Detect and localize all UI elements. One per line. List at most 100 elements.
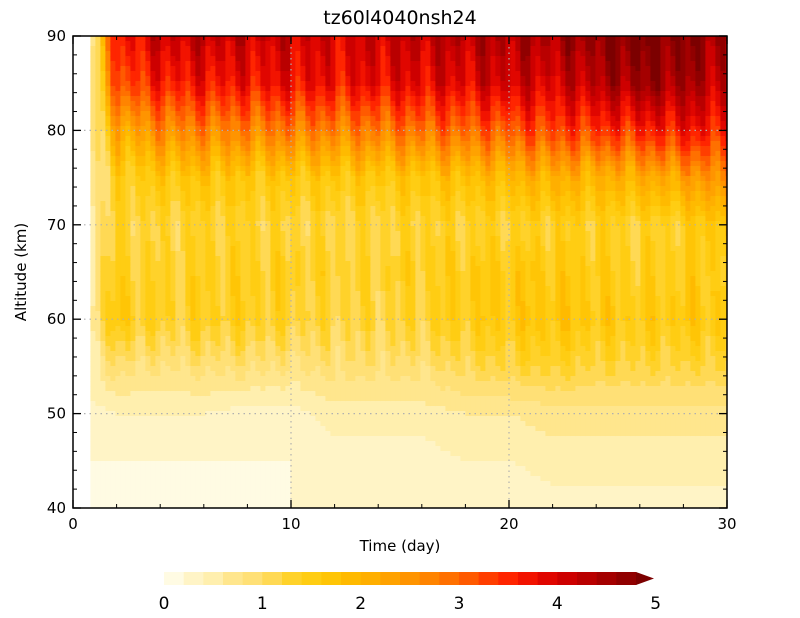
heatmap-cell [140,41,146,47]
heatmap-cell [145,411,151,417]
heatmap-cell [230,281,236,287]
heatmap-cell [160,261,166,267]
heatmap-cell [220,126,226,132]
heatmap-cell [270,456,276,462]
heatmap-cell [255,76,261,82]
heatmap-cell [225,506,231,508]
heatmap-cell [125,486,131,492]
heatmap-cell [335,76,341,82]
heatmap-cell [165,376,171,382]
heatmap-cell [340,361,346,367]
heatmap-cell [155,146,161,152]
heatmap-cell [105,491,111,497]
heatmap-cell [320,291,326,297]
heatmap-cell [225,256,231,262]
heatmap-cell [335,46,341,52]
heatmap-cell [115,191,121,197]
heatmap-cell [185,476,191,482]
heatmap-cell [265,81,271,87]
heatmap-cell [350,96,356,102]
heatmap-cell [195,436,201,442]
heatmap-cell [310,266,316,272]
heatmap-cell [310,366,316,372]
heatmap-cell [250,71,256,77]
heatmap-cell [330,386,336,392]
heatmap-cell [215,471,221,477]
heatmap-cell [230,241,236,247]
heatmap-cell [315,181,321,187]
heatmap-cell [305,496,311,502]
heatmap-cell [270,196,276,202]
heatmap-cell [145,136,151,142]
heatmap-cell [295,431,301,437]
heatmap-cell [165,171,171,177]
heatmap-cell [225,201,231,207]
heatmap-cell [295,426,301,432]
heatmap-cell [340,221,346,227]
heatmap-cell [280,61,286,67]
heatmap-cell [250,141,256,147]
heatmap-cell [280,406,286,412]
heatmap-cell [235,341,241,347]
heatmap-cell [335,321,341,327]
heatmap-cell [295,396,301,402]
heatmap-cell [300,76,306,82]
heatmap-cell [330,261,336,267]
heatmap-cell [185,451,191,457]
heatmap-cell [200,91,206,97]
heatmap-cell [205,226,211,232]
heatmap-cell [275,416,281,422]
heatmap-cell [90,256,96,262]
heatmap-cell [190,251,196,257]
heatmap-cell [210,291,216,297]
heatmap-cell [105,281,111,287]
heatmap-cell [310,436,316,442]
heatmap-cell [105,71,111,77]
heatmap-cell [260,181,266,187]
heatmap-cell [345,156,351,162]
heatmap-cell [285,61,291,67]
heatmap-cell [155,141,161,147]
heatmap-cell [330,251,336,257]
heatmap-cell [275,341,281,347]
heatmap-cell [305,111,311,117]
heatmap-cell [335,446,341,452]
heatmap-cell [225,141,231,147]
heatmap-cell [160,351,166,357]
heatmap-cell [335,376,341,382]
heatmap-cell [295,51,301,57]
heatmap-cell [90,351,96,357]
heatmap-cell [305,41,311,47]
heatmap-cell [155,296,161,302]
heatmap-cell [180,81,186,87]
heatmap-cell [230,81,236,87]
heatmap-cell [265,136,271,142]
heatmap-cell [165,251,171,257]
heatmap-cell [130,301,136,307]
heatmap-cell [190,56,196,62]
heatmap-cell [300,96,306,102]
heatmap-cell [110,166,116,172]
heatmap-cell [90,321,96,327]
heatmap-cell [215,41,221,47]
heatmap-cell [320,131,326,137]
heatmap-cell [305,36,311,42]
heatmap-cell [195,141,201,147]
heatmap-cell [265,291,271,297]
heatmap-cell [225,471,231,477]
heatmap-cell [135,471,141,477]
heatmap-cell [295,386,301,392]
heatmap-cell [170,506,176,508]
heatmap-cell [130,126,136,132]
heatmap-cell [140,321,146,327]
heatmap-cell [180,351,186,357]
heatmap-cell [210,176,216,182]
heatmap-cell [175,381,181,387]
heatmap-cell [215,461,221,467]
heatmap-cell [220,86,226,92]
heatmap-cell [290,336,296,342]
heatmap-cell [245,296,251,302]
heatmap-cell [115,506,121,508]
heatmap-cell [170,136,176,142]
heatmap-cell [205,481,211,487]
